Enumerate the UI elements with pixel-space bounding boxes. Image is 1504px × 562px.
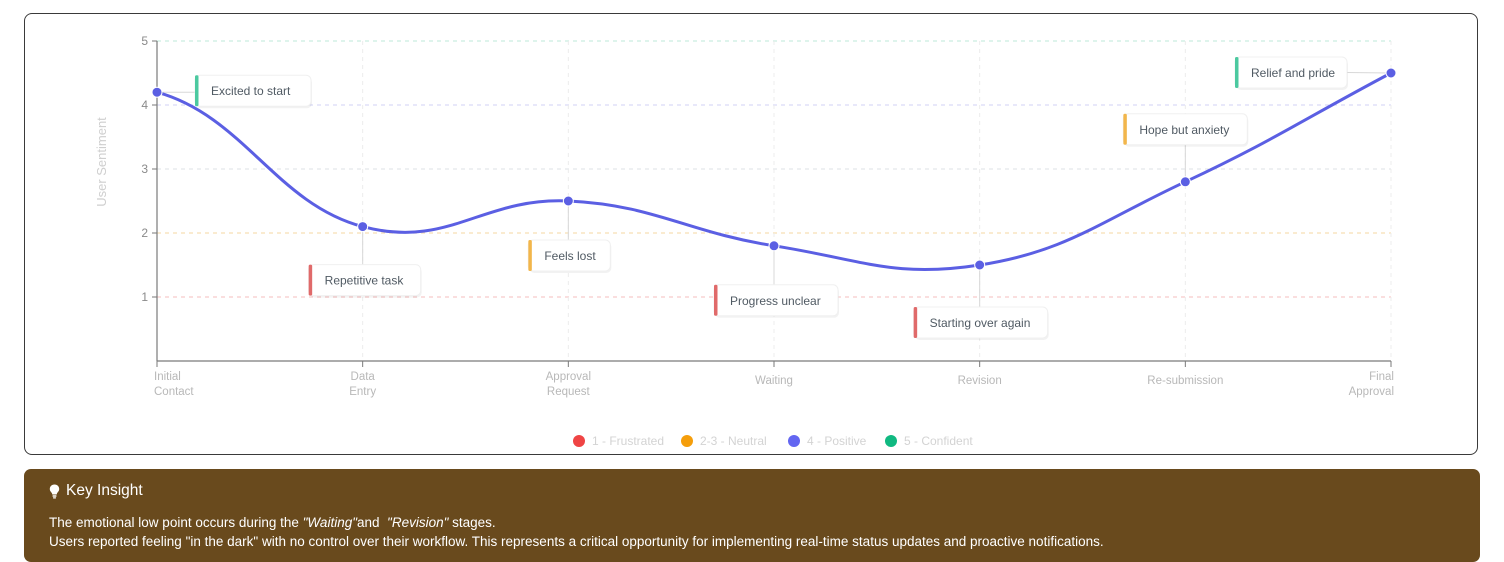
insight-text: stages. [448, 515, 496, 530]
annotation-label: Feels lost [544, 249, 596, 263]
annotation-label: Relief and pride [1251, 66, 1335, 80]
insight-line-1: The emotional low point occurs during th… [49, 513, 1480, 532]
insight-line-2: Users reported feeling "in the dark" wit… [49, 534, 1104, 549]
x-tick-label: Re-submission [1147, 375, 1223, 387]
x-tick-label: Data Entry [349, 371, 376, 398]
x-tick-label: Initial Contact [154, 371, 194, 398]
x-tick-label: Approval Request [546, 371, 591, 398]
data-point [1385, 67, 1397, 79]
legend-swatch [573, 435, 585, 447]
legend-label: 5 - Confident [904, 434, 973, 448]
annotation-accent [913, 307, 918, 338]
annotation-label: Starting over again [930, 316, 1031, 330]
annotation-label: Progress unclear [730, 294, 821, 308]
insight-quote-waiting: "Waiting" [302, 515, 357, 530]
data-point [768, 240, 780, 252]
data-point [974, 259, 986, 271]
annotation-callout: Progress unclear [713, 284, 839, 318]
annotation-label: Excited to start [211, 84, 291, 98]
x-tick-label: Waiting [755, 375, 793, 387]
insight-text: and [357, 515, 388, 530]
key-insight-panel: Key Insight The emotional low point occu… [24, 469, 1480, 562]
annotation-accent [1123, 113, 1127, 145]
y-tick-label: 2 [141, 226, 148, 240]
legend-label: 4 - Positive [807, 434, 867, 448]
legend-swatch [885, 435, 897, 447]
legend-item: 2-3 - Neutral [681, 434, 767, 448]
data-point [1179, 176, 1191, 188]
y-tick-label: 4 [141, 98, 148, 112]
annotation-accent [1235, 57, 1239, 88]
y-tick-label: 5 [141, 34, 148, 48]
annotation-accent [308, 264, 313, 296]
insight-title: Key Insight [49, 482, 1480, 500]
annotation-label: Hope but anxiety [1139, 123, 1229, 137]
sentiment-line-chart: 1 2 3 4 5 Initial Contact Data Entry Approval Requ… [94, 34, 1397, 448]
annotation-callout: Hope but anxiety [1122, 113, 1249, 147]
data-point [357, 221, 369, 233]
insight-quote-revision: "Revision" [387, 515, 449, 530]
insight-title-text: Key Insight [66, 482, 143, 499]
legend-swatch [681, 435, 693, 447]
insight-text: The emotional low point occurs during th… [49, 515, 303, 530]
x-tick-label: Final Approval [1349, 371, 1394, 398]
annotation-accent [714, 284, 718, 316]
annotation-callout: Starting over again [913, 306, 1049, 340]
legend-swatch [788, 435, 800, 447]
annotation-callout: Relief and pride [1234, 56, 1348, 90]
y-tick-label: 1 [141, 290, 148, 304]
y-tick-label: 3 [141, 162, 148, 176]
annotation-callout: Feels lost [527, 239, 612, 273]
annotation-connector [1346, 72, 1392, 74]
legend-item: 4 - Positive [788, 434, 867, 448]
legend-item: 1 - Frustrated [573, 434, 664, 448]
data-point [562, 195, 574, 207]
annotation-accent [195, 75, 199, 107]
lightbulb-icon [49, 484, 60, 499]
chart-card: 1 2 3 4 5 Initial Contact Data Entry Approval Requ… [24, 13, 1478, 455]
x-tick-label: Revision [958, 375, 1002, 387]
annotation-label: Repetitive task [325, 274, 405, 288]
y-axis-label: User Sentiment [94, 117, 109, 207]
legend-label: 2-3 - Neutral [700, 434, 767, 448]
annotation-callout: Excited to start [194, 74, 312, 109]
annotation-callout: Repetitive task [308, 264, 422, 298]
data-point [151, 86, 163, 98]
annotation-accent [528, 240, 532, 271]
legend-item: 5 - Confident [885, 434, 973, 448]
legend-label: 1 - Frustrated [592, 434, 664, 448]
